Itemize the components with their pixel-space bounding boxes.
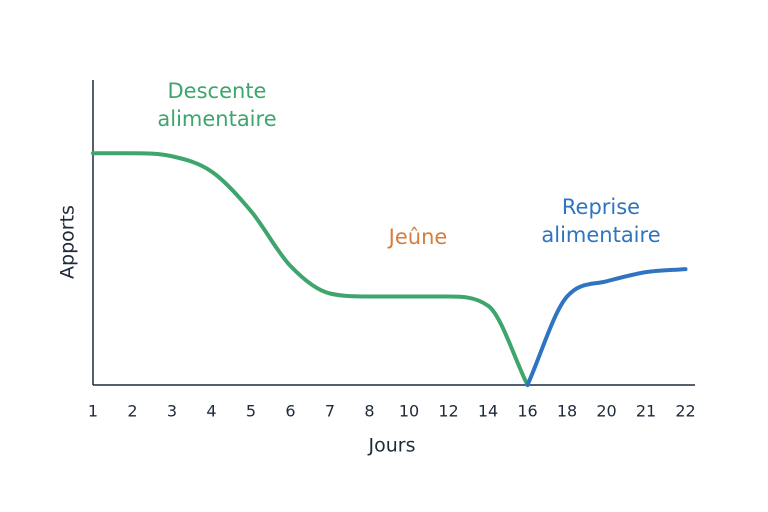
x-tick-label: 2 bbox=[127, 402, 137, 421]
x-axis-title: Jours bbox=[368, 435, 416, 457]
x-tick-label: 6 bbox=[285, 402, 295, 421]
x-tick-label: 4 bbox=[206, 402, 216, 421]
line-series bbox=[525, 267, 688, 387]
x-tick-label: 21 bbox=[636, 402, 656, 421]
x-tick-label: 10 bbox=[399, 402, 419, 421]
annotation: alimentaire bbox=[541, 223, 660, 247]
x-tick-label: 1 bbox=[88, 402, 98, 421]
annotation: Descente bbox=[168, 79, 267, 103]
x-tick-label: 14 bbox=[478, 402, 498, 421]
x-tick-label: 16 bbox=[517, 402, 537, 421]
x-tick-label: 8 bbox=[364, 402, 374, 421]
x-tick-label: 22 bbox=[675, 402, 695, 421]
y-axis-title: Apports bbox=[57, 205, 79, 279]
x-tick-label: 3 bbox=[167, 402, 177, 421]
x-tick-label: 18 bbox=[557, 402, 577, 421]
annotation: Reprise bbox=[562, 195, 640, 219]
x-tick-label: 20 bbox=[596, 402, 616, 421]
x-tick-label: 7 bbox=[325, 402, 335, 421]
x-tick-label: 5 bbox=[246, 402, 256, 421]
line-series bbox=[91, 151, 530, 387]
annotation: Jeûne bbox=[387, 225, 448, 249]
x-tick-label: 12 bbox=[438, 402, 458, 421]
annotation: alimentaire bbox=[157, 107, 276, 131]
